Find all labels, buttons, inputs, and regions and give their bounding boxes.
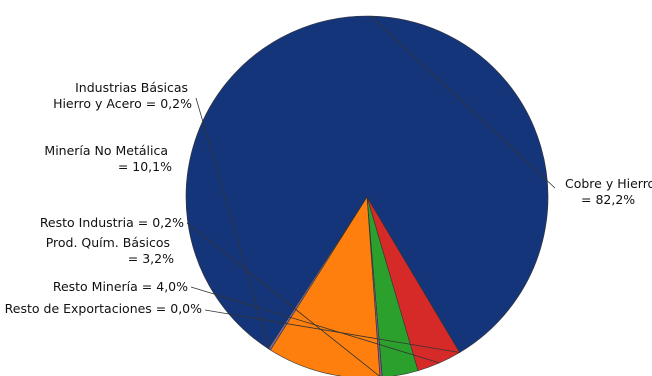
slice-label-prod-quim-basicos: Prod. Quím. Básicos = 3,2% — [46, 235, 174, 266]
leader-lines — [186, 15, 556, 376]
leader-line-6 — [195, 97, 270, 350]
slice-label-resto-industria: Resto Industria = 0,2% — [40, 215, 184, 230]
leader-line-4 — [186, 222, 380, 376]
slice-label-cobre-y-hierro: Cobre y Hierro = 82,2% — [565, 176, 652, 207]
slice-label-resto-mineria: Resto Minería = 4,0% — [53, 279, 188, 294]
slice-label-mineria-no-metalica: Minería No Metálica = 10,1% — [44, 143, 172, 174]
pie-slices — [185, 15, 549, 376]
leader-line-1 — [204, 309, 460, 353]
slice-label-resto-exportaciones: Resto de Exportaciones = 0,0% — [5, 301, 202, 316]
pie-slice-5 — [269, 196, 381, 376]
pie-slice-4 — [366, 196, 383, 376]
slice-label-industrias-basicas: Industrias Básicas Hierro y Acero = 0,2% — [53, 80, 192, 111]
leader-line-0 — [370, 15, 556, 189]
pie-slice-3 — [366, 196, 419, 376]
